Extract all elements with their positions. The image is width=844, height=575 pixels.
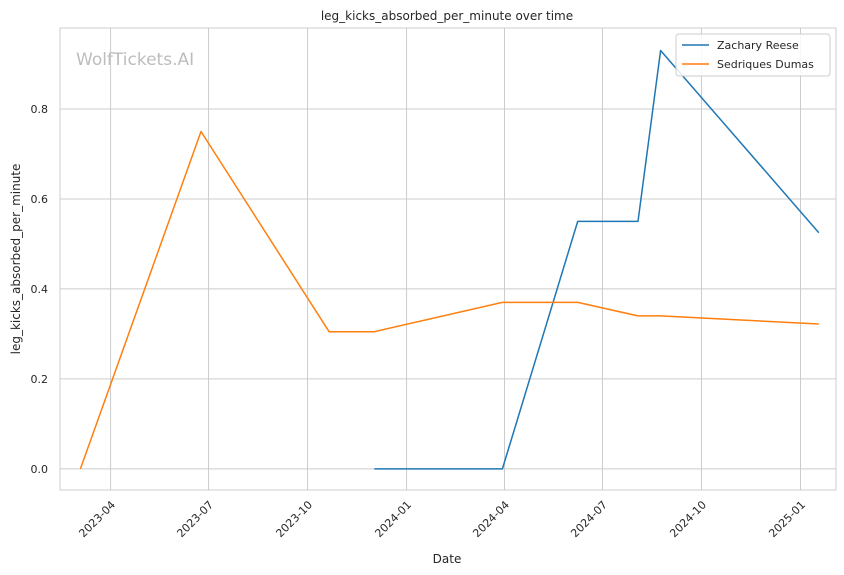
series-line-2 bbox=[79, 130, 819, 470]
legend: Zachary Reese Sedriques Dumas bbox=[675, 33, 831, 77]
chart-title: leg_kicks_absorbed_per_minute over time bbox=[321, 9, 573, 23]
y-tick-label: 0.8 bbox=[31, 103, 49, 116]
y-tick-label: 0.0 bbox=[31, 463, 49, 476]
x-axis-label: Date bbox=[433, 552, 462, 566]
y-axis-ticks: 0.0 0.2 0.4 0.6 0.8 bbox=[31, 103, 49, 476]
series-layer bbox=[79, 49, 820, 470]
watermark: WolfTickets.AI bbox=[76, 50, 194, 70]
grid bbox=[60, 28, 836, 490]
legend-box bbox=[675, 33, 831, 77]
series-line-1 bbox=[374, 49, 820, 470]
legend-label-1: Zachary Reese bbox=[717, 39, 799, 52]
y-tick-label: 0.2 bbox=[31, 373, 49, 386]
y-tick-label: 0.6 bbox=[31, 193, 49, 206]
legend-label-2: Sedriques Dumas bbox=[717, 58, 814, 71]
y-tick-label: 0.4 bbox=[31, 283, 49, 296]
y-axis-label: leg_kicks_absorbed_per_minute bbox=[9, 164, 23, 355]
plot-frame bbox=[59, 27, 837, 491]
